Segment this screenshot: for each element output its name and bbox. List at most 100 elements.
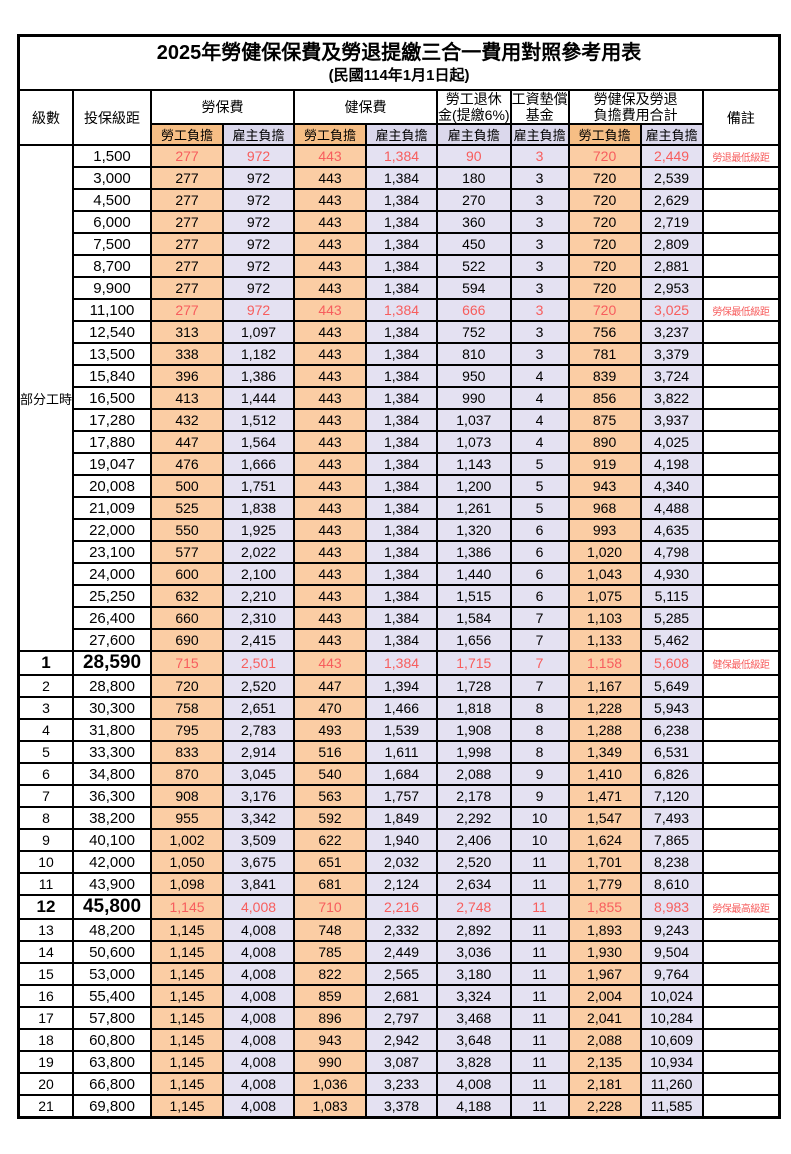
cell-total-worker: 875 <box>567 408 642 433</box>
cell-remark <box>701 806 781 831</box>
cell-health-insurance-employer: 1,849 <box>365 806 439 831</box>
cell-labor-insurance-employer: 1,386 <box>222 364 296 389</box>
cell-labor-insurance-worker: 277 <box>150 254 225 279</box>
cell-wage-fund-employer: 5 <box>509 496 570 521</box>
cell-labor-insurance-employer: 3,841 <box>222 872 296 897</box>
header-bracket: 投保級距 <box>72 88 153 147</box>
cell-remark <box>701 540 781 565</box>
cell-wage-fund-employer: 11 <box>509 1094 570 1119</box>
cell-health-insurance-employer: 2,332 <box>365 918 439 943</box>
cell-health-insurance-worker: 443 <box>293 518 368 543</box>
cell-bracket: 30,300 <box>72 696 153 721</box>
cell-labor-insurance-employer: 972 <box>222 210 296 235</box>
table-row: 4 31,800 795 2,783 493 1,539 1,908 8 1,288 6,238 <box>17 718 781 743</box>
cell-wage-fund-employer: 5 <box>509 452 570 477</box>
cell-labor-insurance-worker: 715 <box>150 650 225 677</box>
cell-labor-insurance-employer: 1,512 <box>222 408 296 433</box>
cell-pension-employer: 2,748 <box>436 894 512 921</box>
cell-level: 14 <box>17 940 75 965</box>
cell-total-worker: 1,893 <box>567 918 642 943</box>
cell-bracket: 48,200 <box>72 918 153 943</box>
cell-health-insurance-employer: 1,757 <box>365 784 439 809</box>
cell-pension-employer: 1,818 <box>436 696 512 721</box>
cell-pension-employer: 2,292 <box>436 806 512 831</box>
cell-health-insurance-employer: 1,384 <box>365 276 439 301</box>
cell-bracket: 31,800 <box>72 718 153 743</box>
table-row: 18 60,800 1,145 4,008 943 2,942 3,648 11 2,088 10… <box>17 1028 781 1053</box>
cell-health-insurance-worker: 622 <box>293 828 368 853</box>
cell-remark <box>701 210 781 235</box>
cell-health-insurance-worker: 443 <box>293 144 368 169</box>
cell-labor-insurance-worker: 1,145 <box>150 918 225 943</box>
cell-labor-insurance-worker: 396 <box>150 364 225 389</box>
cell-pension-employer: 1,440 <box>436 562 512 587</box>
cell-bracket: 9,900 <box>72 276 153 301</box>
cell-labor-insurance-employer: 2,100 <box>222 562 296 587</box>
cell-labor-insurance-worker: 1,145 <box>150 1028 225 1053</box>
cell-level: 19 <box>17 1050 75 1075</box>
cell-pension-employer: 4,008 <box>436 1072 512 1097</box>
cell-labor-insurance-worker: 632 <box>150 584 225 609</box>
cell-labor-insurance-employer: 2,501 <box>222 650 296 677</box>
table-row: 6,000 277 972 443 1,384 360 3 720 2,719 <box>19 210 781 235</box>
table-row: 6 34,800 870 3,045 540 1,684 2,088 9 1,410 6,826 <box>17 762 781 787</box>
table-title-block: 2025年勞健保保費及勞退提繳三合一費用對照參考用表 (民國114年1月1日起) <box>17 34 781 91</box>
cell-labor-insurance-employer: 2,310 <box>222 606 296 631</box>
cell-wage-fund-employer: 6 <box>509 562 570 587</box>
cell-labor-insurance-employer: 2,914 <box>222 740 296 765</box>
cell-labor-insurance-worker: 277 <box>150 188 225 213</box>
cell-bracket: 26,400 <box>72 606 153 631</box>
header-level: 級數 <box>17 88 75 147</box>
cell-total-worker: 1,624 <box>567 828 642 853</box>
cell-wage-fund-employer: 11 <box>509 872 570 897</box>
table-row: 11,100 277 972 443 1,384 666 3 720 3,025 勞保最低級距 <box>19 298 781 323</box>
cell-health-insurance-employer: 2,032 <box>365 850 439 875</box>
cell-total-employer: 4,198 <box>639 452 704 477</box>
cell-remark <box>701 1006 781 1031</box>
cell-labor-insurance-employer: 4,008 <box>222 940 296 965</box>
cell-health-insurance-worker: 443 <box>293 298 368 323</box>
cell-health-insurance-employer: 2,449 <box>365 940 439 965</box>
table-row: 8 38,200 955 3,342 592 1,849 2,292 10 1,547 7,493 <box>17 806 781 831</box>
cell-total-worker: 839 <box>567 364 642 389</box>
cell-total-employer: 4,340 <box>639 474 704 499</box>
cell-wage-fund-employer: 11 <box>509 850 570 875</box>
cell-wage-fund-employer: 10 <box>509 828 570 853</box>
cell-health-insurance-worker: 443 <box>293 408 368 433</box>
cell-level: 2 <box>17 674 75 699</box>
cell-total-worker: 720 <box>567 276 642 301</box>
cell-wage-fund-employer: 10 <box>509 806 570 831</box>
cell-total-employer: 6,531 <box>639 740 704 765</box>
cell-wage-fund-employer: 7 <box>509 674 570 699</box>
cell-health-insurance-employer: 2,124 <box>365 872 439 897</box>
cell-health-insurance-worker: 443 <box>293 320 368 345</box>
cell-pension-employer: 4,188 <box>436 1094 512 1119</box>
cell-health-insurance-employer: 1,384 <box>365 386 439 411</box>
cell-health-insurance-worker: 443 <box>293 474 368 499</box>
cell-labor-insurance-employer: 972 <box>222 276 296 301</box>
table-row: 21,009 525 1,838 443 1,384 1,261 5 968 4,488 <box>19 496 781 521</box>
cell-bracket: 53,000 <box>72 962 153 987</box>
table-row: 17 57,800 1,145 4,008 896 2,797 3,468 11 2,041 10… <box>17 1006 781 1031</box>
cell-bracket: 21,009 <box>72 496 153 521</box>
cell-bracket: 50,600 <box>72 940 153 965</box>
cell-total-employer: 6,826 <box>639 762 704 787</box>
cell-health-insurance-employer: 3,087 <box>365 1050 439 1075</box>
cell-wage-fund-employer: 9 <box>509 762 570 787</box>
cell-level: 18 <box>17 1028 75 1053</box>
cell-remark <box>701 518 781 543</box>
cell-health-insurance-employer: 1,384 <box>365 254 439 279</box>
cell-health-insurance-employer: 2,216 <box>365 894 439 921</box>
cell-health-insurance-employer: 1,384 <box>365 452 439 477</box>
cell-total-worker: 943 <box>567 474 642 499</box>
table-row: 7,500 277 972 443 1,384 450 3 720 2,809 <box>19 232 781 257</box>
cell-total-employer: 10,934 <box>639 1050 704 1075</box>
cell-total-worker: 1,043 <box>567 562 642 587</box>
cell-bracket: 28,800 <box>72 674 153 699</box>
cell-total-employer: 2,953 <box>639 276 704 301</box>
cell-labor-insurance-employer: 4,008 <box>222 1028 296 1053</box>
cell-total-worker: 1,930 <box>567 940 642 965</box>
cell-bracket: 66,800 <box>72 1072 153 1097</box>
cell-labor-insurance-worker: 795 <box>150 718 225 743</box>
cell-labor-insurance-worker: 690 <box>150 628 225 653</box>
